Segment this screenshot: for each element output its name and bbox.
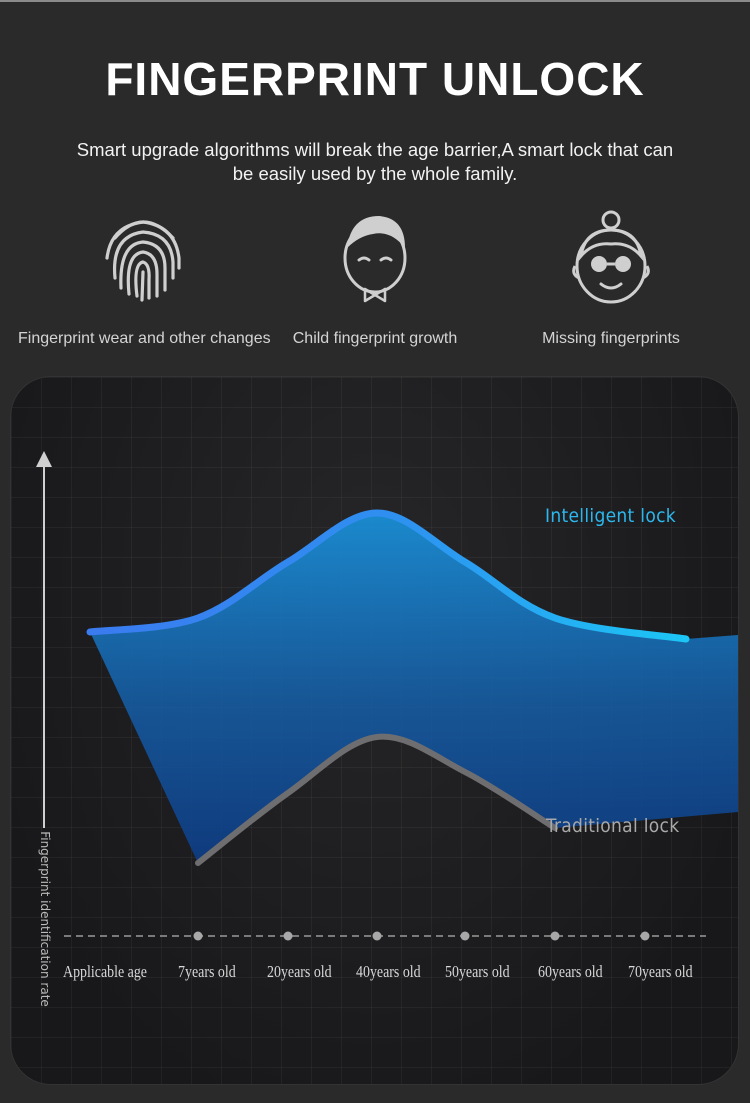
x-tick-dot [460, 931, 470, 941]
page-title: FINGERPRINT UNLOCK [105, 53, 645, 105]
subtitle-line-2: be easily used by the whole family. [232, 163, 518, 184]
child-face-icon [343, 216, 407, 303]
x-tick-label: Applicable age [63, 962, 147, 981]
intelligent-lock-area [90, 513, 738, 863]
x-tick-label: 20years old [267, 962, 332, 981]
x-tick-label: 60years old [538, 962, 603, 981]
traditional-lock-line [195, 733, 558, 866]
feature-missing-fingerprints: Missing fingerprints [486, 208, 736, 347]
subtitle-line-1: Smart upgrade algorithms will break the … [76, 139, 674, 160]
intelligent-lock-line [86, 509, 690, 643]
x-tick-label: 40years old [356, 962, 421, 981]
feature-label: Child fingerprint growth [292, 330, 458, 347]
feature-label: Missing fingerprints [542, 330, 680, 347]
x-tick-label: 70years old [628, 962, 693, 981]
feature-child-growth: Child fingerprint growth [250, 208, 500, 347]
x-tick-dot [372, 931, 382, 941]
x-tick-dot [283, 931, 293, 941]
chart-panel [11, 377, 738, 1084]
feature-fingerprint-wear: Fingerprint wear and other changes [18, 208, 271, 347]
top-divider [0, 0, 750, 2]
x-tick-dot [640, 931, 650, 941]
fingerprint-icon [105, 220, 181, 302]
feature-label: Fingerprint wear and other changes [18, 330, 271, 347]
x-tick-label: 50years old [445, 962, 510, 981]
y-axis-arrow [36, 451, 52, 467]
legend-intelligent-lock: Intelligent lock [545, 505, 676, 527]
x-tick-dot [193, 931, 203, 941]
x-axis-tick-markers [193, 931, 650, 941]
x-tick-dot [550, 931, 560, 941]
x-tick-label: 7years old [178, 962, 236, 981]
elderly-face-icon [572, 210, 650, 304]
y-axis-label: Fingerprint identification rate [38, 831, 52, 1007]
legend-traditional-lock: Traditional lock [546, 815, 680, 837]
page-subtitle: Smart upgrade algorithms will break the … [40, 138, 710, 186]
